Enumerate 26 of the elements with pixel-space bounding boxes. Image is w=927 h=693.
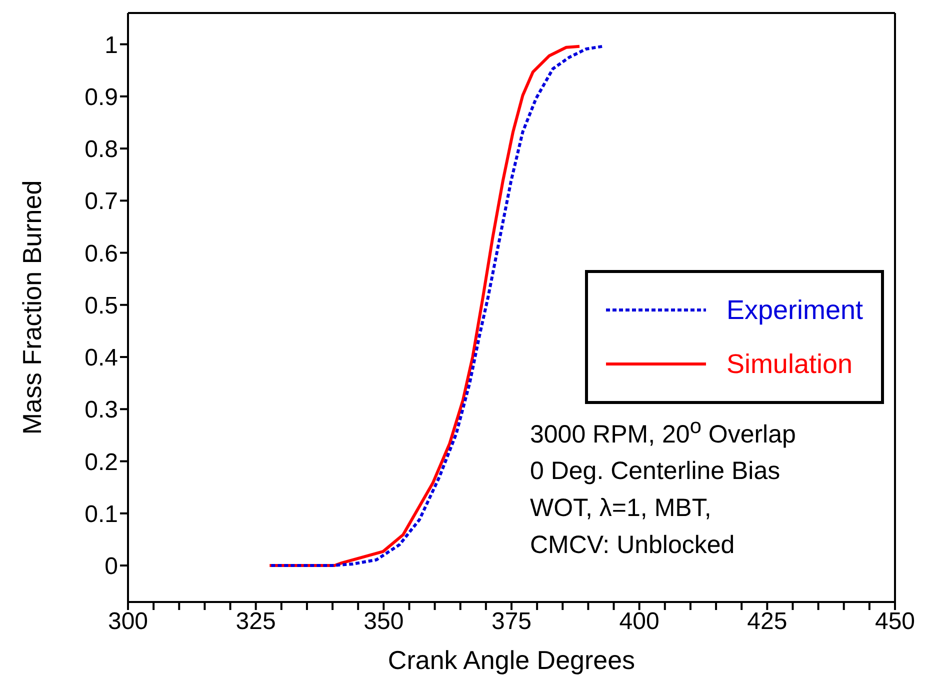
x-tick-label: 300	[108, 608, 148, 636]
y-tick-label: 0.9	[84, 84, 118, 111]
y-tick-label: 1	[104, 32, 118, 59]
y-tick-label: 0.2	[84, 448, 118, 476]
annotation: CMCV: Unblocked	[530, 530, 736, 562]
y-tick-label: 0.3	[84, 396, 118, 424]
y-tick-label: 0.7	[84, 188, 118, 216]
x-axis-title: Crank Angle Degrees	[388, 645, 636, 675]
y-tick-label: 0.1	[84, 500, 118, 528]
annotation: 3000 RPM, 20$^{o}$ Overlap	[530, 414, 796, 450]
y-tick-label: 0.6	[84, 240, 118, 268]
x-tick-label: 425	[747, 608, 788, 636]
x-tick-label: 350	[364, 608, 404, 636]
y-tick-label: 0.8	[84, 136, 118, 164]
legend-label: Simulation	[726, 348, 852, 380]
x-tick-label: 375	[491, 608, 532, 636]
x-tick-label: 400	[619, 608, 660, 636]
annotation: 0 Deg. Centerline Bias	[530, 456, 782, 488]
annotation: WOT, λ=1, MBT,	[530, 493, 712, 524]
y-tick-label: 0.4	[84, 344, 118, 372]
y-axis-title: Mass Fraction Burned	[17, 180, 48, 435]
y-tick-label: 0.5	[84, 292, 118, 320]
x-tick-label: 450	[874, 608, 916, 636]
legend-label: Experiment	[726, 294, 863, 326]
x-tick-label: 325	[236, 608, 276, 636]
y-tick-label: 0	[104, 553, 118, 580]
